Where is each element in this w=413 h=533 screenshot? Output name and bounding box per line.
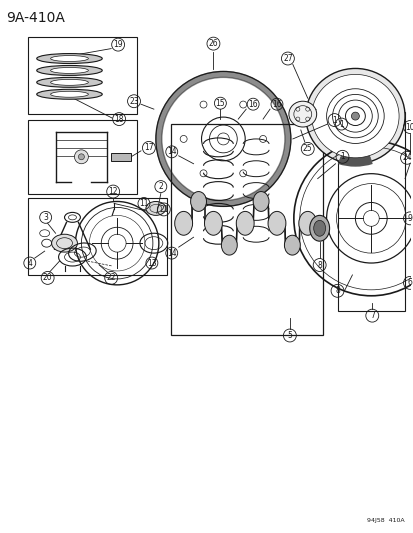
Text: 10: 10	[404, 123, 413, 132]
Ellipse shape	[50, 91, 88, 97]
Text: 9A-410A: 9A-410A	[6, 11, 65, 25]
Ellipse shape	[145, 201, 165, 215]
Circle shape	[74, 150, 88, 164]
Ellipse shape	[351, 112, 358, 120]
Text: 26: 26	[208, 39, 218, 48]
Ellipse shape	[311, 75, 398, 158]
Bar	[111, 153, 131, 161]
Ellipse shape	[305, 68, 404, 164]
Text: 18: 18	[114, 115, 123, 124]
Text: 3: 3	[43, 213, 48, 222]
Ellipse shape	[313, 220, 325, 236]
Text: 14: 14	[166, 147, 176, 156]
Ellipse shape	[309, 215, 329, 241]
Text: 8: 8	[335, 286, 339, 295]
Ellipse shape	[52, 234, 77, 252]
Text: 20: 20	[43, 273, 52, 282]
Ellipse shape	[221, 235, 237, 255]
Ellipse shape	[190, 191, 206, 212]
Text: 7: 7	[369, 311, 374, 320]
Text: 23: 23	[129, 96, 138, 106]
Text: 9: 9	[406, 214, 411, 223]
Text: 21: 21	[159, 205, 168, 214]
Text: 1: 1	[339, 152, 344, 161]
Text: 16: 16	[271, 100, 281, 109]
Ellipse shape	[252, 191, 268, 212]
Bar	[28, 120, 137, 193]
Ellipse shape	[236, 212, 254, 235]
Bar	[337, 112, 404, 311]
Text: 94J58  410A: 94J58 410A	[366, 518, 404, 523]
Text: 1: 1	[331, 116, 336, 125]
Text: 22: 22	[106, 273, 116, 282]
Ellipse shape	[37, 66, 102, 75]
Text: 13: 13	[147, 259, 157, 268]
Text: 27: 27	[282, 54, 292, 63]
Bar	[28, 37, 137, 114]
Ellipse shape	[37, 53, 102, 63]
Text: 15: 15	[215, 99, 225, 108]
Circle shape	[78, 154, 84, 160]
Ellipse shape	[50, 55, 88, 61]
Text: 2: 2	[158, 182, 163, 191]
Ellipse shape	[174, 212, 192, 235]
Text: 24: 24	[401, 154, 411, 162]
Ellipse shape	[50, 68, 88, 74]
Ellipse shape	[288, 101, 316, 127]
Text: 19: 19	[113, 40, 123, 49]
Text: 4: 4	[27, 259, 32, 268]
Text: 8: 8	[316, 261, 321, 270]
Text: 5: 5	[287, 331, 292, 340]
Ellipse shape	[284, 235, 299, 255]
Text: 17: 17	[144, 143, 153, 152]
Ellipse shape	[298, 212, 316, 235]
Text: 1: 1	[338, 119, 343, 128]
Text: 12: 12	[108, 187, 118, 196]
Text: 6: 6	[406, 278, 411, 287]
Text: 14: 14	[166, 248, 176, 257]
Ellipse shape	[204, 212, 222, 235]
Ellipse shape	[267, 212, 285, 235]
Text: 11: 11	[139, 199, 148, 208]
Text: 16: 16	[248, 100, 257, 109]
Ellipse shape	[37, 90, 102, 99]
Ellipse shape	[37, 77, 102, 87]
Bar	[28, 198, 166, 275]
Ellipse shape	[50, 79, 88, 85]
Text: 25: 25	[302, 144, 312, 154]
